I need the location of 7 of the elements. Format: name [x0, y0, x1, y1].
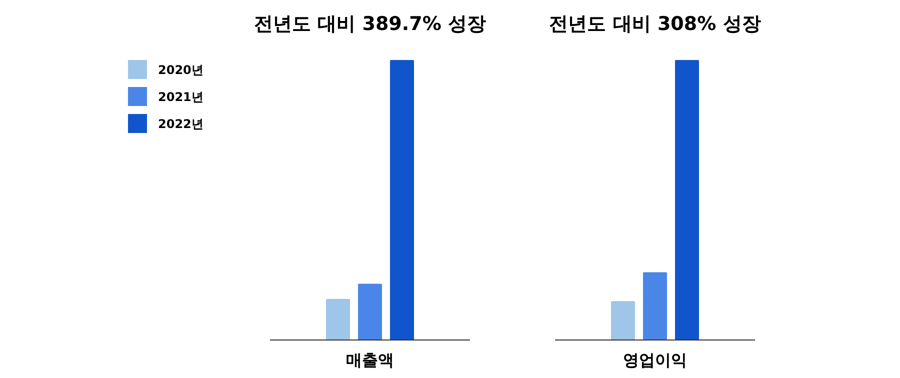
x-tick-label: 영업이익: [623, 350, 687, 370]
x-tick-label: 매출액: [346, 350, 394, 370]
chart-title: 전년도 대비 308% 성장: [549, 13, 761, 35]
legend-label: 2021년: [158, 90, 204, 104]
chart-title: 전년도 대비 389.7% 성장: [254, 13, 486, 35]
legend-label: 2020년: [158, 63, 204, 77]
legend-label: 2022년: [158, 117, 204, 131]
